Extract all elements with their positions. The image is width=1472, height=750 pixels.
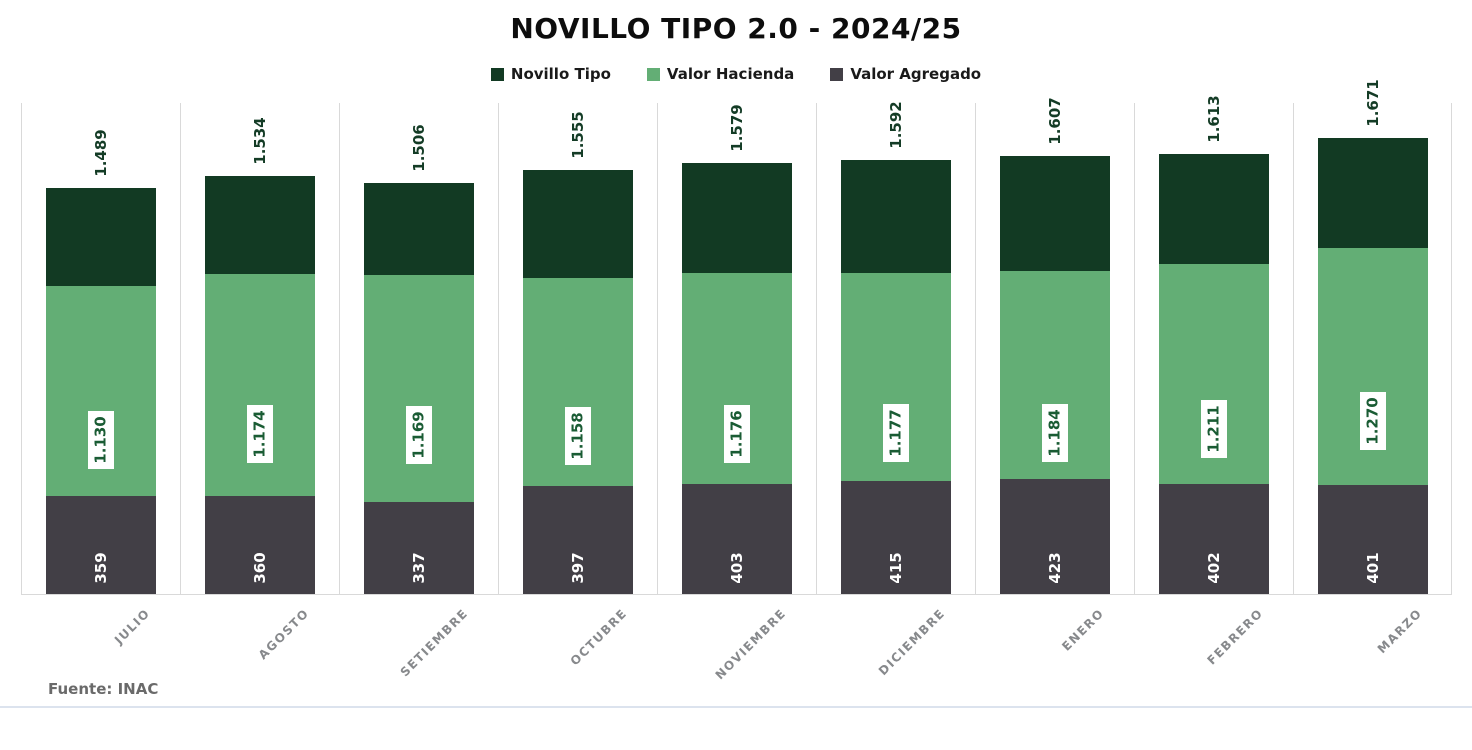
gridline [339, 103, 340, 594]
label-valor-hacienda-text: 1.176 [727, 409, 746, 458]
label-valor-agregado: 337 [409, 552, 428, 584]
seg-novillo-tipo [1317, 138, 1428, 248]
legend-item-novillo-tipo: Novillo Tipo [490, 65, 611, 83]
label-valor-hacienda-text: 1.270 [1363, 397, 1382, 445]
label-valor-hacienda: 1.130 [87, 410, 114, 469]
seg-valor-agregado [1317, 484, 1428, 594]
x-axis-labels: JULIO AGOSTO SETIEMBRE OCTUBRE NOVIEMBRE DICI… [21, 598, 1452, 688]
x-axis-label-enero: ENERO [1058, 606, 1107, 654]
seg-valor-agregado [45, 496, 156, 594]
bar-enero [999, 155, 1110, 594]
label-valor-hacienda-text: 1.174 [250, 410, 269, 458]
bar-julio [45, 187, 156, 594]
label-valor-agregado: 359 [91, 552, 110, 584]
label-novillo-tipo: 1.489 [91, 129, 110, 177]
seg-valor-agregado [363, 502, 474, 594]
x-axis-label-marzo: MARZO [1374, 606, 1425, 657]
seg-novillo-tipo [1158, 154, 1269, 264]
legend-item-valor-hacienda: Valor Hacienda [646, 65, 795, 83]
seg-valor-hacienda [363, 275, 474, 503]
label-valor-hacienda: 1.158 [564, 407, 591, 466]
label-valor-hacienda: 1.177 [882, 404, 909, 463]
gridline [1134, 103, 1135, 594]
label-valor-agregado: 402 [1204, 552, 1223, 584]
label-novillo-tipo: 1.534 [250, 116, 269, 165]
plot-area: 1.489 1.130 359 1.534 1.174 360 1.506 1.169 337 1… [21, 79, 1452, 595]
gridline [1451, 103, 1452, 594]
legend-swatch-novillo-tipo-icon [490, 67, 504, 81]
legend-label: Novillo Tipo [510, 65, 611, 83]
x-axis-label-setiembre: SETIEMBRE [397, 606, 471, 680]
bar-setiembre [363, 183, 474, 594]
label-valor-hacienda-text: 1.211 [1204, 405, 1223, 453]
label-valor-agregado: 403 [727, 552, 746, 584]
label-novillo-tipo: 1.671 [1363, 79, 1382, 127]
seg-novillo-tipo [840, 159, 951, 273]
gridline [498, 103, 499, 594]
label-valor-hacienda: 1.184 [1041, 403, 1068, 462]
legend-item-valor-agregado: Valor Agregado [830, 65, 981, 83]
seg-valor-agregado [999, 478, 1110, 594]
label-novillo-tipo: 1.613 [1204, 95, 1223, 143]
label-valor-hacienda-text: 1.130 [91, 416, 110, 464]
seg-novillo-tipo [681, 163, 792, 274]
label-valor-agregado: 415 [886, 552, 905, 584]
x-axis-label-diciembre: DICIEMBRE [875, 606, 948, 679]
chart-legend: Novillo Tipo Valor Hacienda Valor Agrega… [0, 65, 1472, 83]
seg-novillo-tipo [999, 155, 1110, 272]
label-novillo-tipo: 1.607 [1045, 96, 1064, 145]
x-axis-label-julio: JULIO [111, 606, 153, 648]
label-novillo-tipo: 1.592 [886, 101, 905, 149]
label-valor-hacienda: 1.174 [246, 404, 273, 463]
label-valor-hacienda-text: 1.158 [568, 412, 587, 460]
label-valor-hacienda-text: 1.169 [409, 410, 428, 459]
legend-label: Valor Agregado [850, 65, 982, 83]
chart-title: NOVILLO TIPO 2.0 - 2024/25 [510, 12, 962, 45]
label-novillo-tipo: 1.555 [568, 111, 587, 159]
x-axis-line [21, 594, 1452, 595]
seg-novillo-tipo [204, 175, 315, 274]
label-valor-agregado: 423 [1045, 552, 1064, 584]
bar-marzo [1317, 138, 1428, 594]
label-novillo-tipo: 1.579 [727, 104, 746, 153]
x-axis-label-agosto: AGOSTO [255, 606, 312, 663]
bar-octubre [522, 169, 633, 594]
source-note: Fuente: INAC [48, 680, 159, 698]
gridline [1293, 103, 1294, 594]
bar-agosto [204, 175, 315, 594]
seg-valor-agregado [840, 480, 951, 594]
gridline [975, 103, 976, 594]
x-axis-label-octubre: OCTUBRE [567, 606, 630, 669]
seg-valor-agregado [204, 495, 315, 594]
seg-valor-agregado [1158, 484, 1269, 594]
label-novillo-tipo: 1.506 [409, 124, 428, 172]
label-valor-agregado: 401 [1363, 552, 1382, 584]
bar-noviembre [681, 163, 792, 594]
x-axis-label-noviembre: NOVIEMBRE [712, 606, 789, 683]
gridline [180, 103, 181, 594]
seg-valor-agregado [681, 484, 792, 594]
label-valor-agregado: 360 [250, 552, 269, 584]
seg-novillo-tipo [45, 187, 156, 286]
label-valor-hacienda: 1.176 [723, 404, 750, 463]
label-valor-hacienda-text: 1.184 [1045, 408, 1064, 457]
bar-diciembre [840, 159, 951, 594]
label-valor-hacienda: 1.211 [1200, 399, 1227, 458]
legend-label: Valor Hacienda [666, 65, 795, 83]
label-valor-hacienda: 1.270 [1359, 391, 1386, 450]
gridline [816, 103, 817, 594]
seg-novillo-tipo [363, 183, 474, 276]
gridline [21, 103, 22, 594]
bar-febrero [1158, 154, 1269, 594]
legend-swatch-valor-hacienda-icon [646, 67, 660, 81]
x-axis-label-febrero: FEBRERO [1203, 606, 1266, 668]
gridline [657, 103, 658, 594]
seg-novillo-tipo [522, 169, 633, 279]
window-bottom-edge [0, 706, 1472, 708]
label-valor-hacienda: 1.169 [405, 405, 432, 464]
legend-swatch-valor-agregado-icon [830, 67, 844, 81]
seg-valor-agregado [522, 485, 633, 594]
label-valor-hacienda-text: 1.177 [886, 409, 905, 458]
label-valor-agregado: 397 [568, 552, 587, 584]
